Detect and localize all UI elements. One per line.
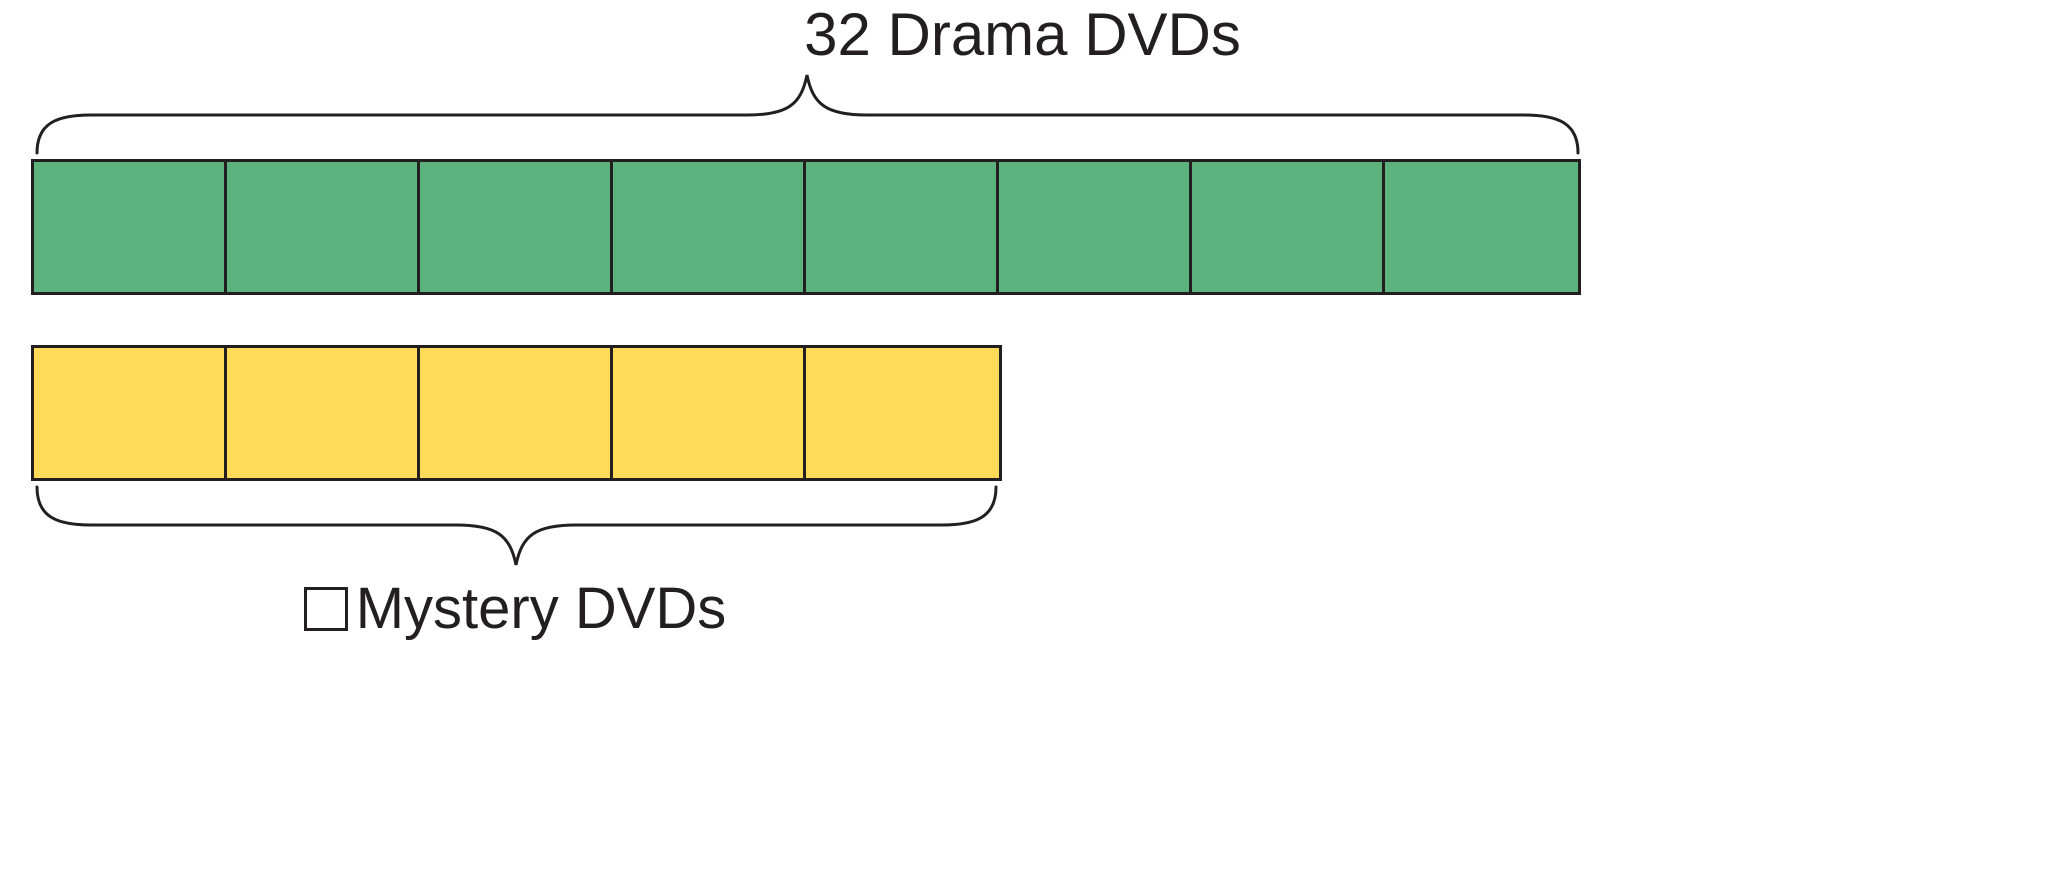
bottom-brace [31,481,1002,571]
tape-diagram: 32 Drama DVDs Mystery DVDs [31,0,2014,642]
top-bar-label: 32 Drama DVDs [31,0,2014,69]
top-bar [31,159,1581,295]
bar-cell [227,348,420,478]
bar-gap [31,295,2014,345]
bottom-bar [31,345,1002,481]
bar-cell [34,162,227,292]
bar-cell [806,162,999,292]
bottom-bar-label-group: Mystery DVDs [304,575,727,642]
bar-cell [34,348,227,478]
bar-cell [1385,162,1578,292]
bar-cell [613,348,806,478]
bottom-label-wrap: Mystery DVDs [31,575,999,642]
bottom-bar-label: Mystery DVDs [356,575,727,642]
bar-cell [613,162,806,292]
bar-cell [227,162,420,292]
top-brace [31,69,1584,159]
bar-cell [420,162,613,292]
bar-cell [420,348,613,478]
bar-cell [1192,162,1385,292]
bar-cell [806,348,999,478]
bar-cell [999,162,1192,292]
blank-box-icon [304,587,348,631]
